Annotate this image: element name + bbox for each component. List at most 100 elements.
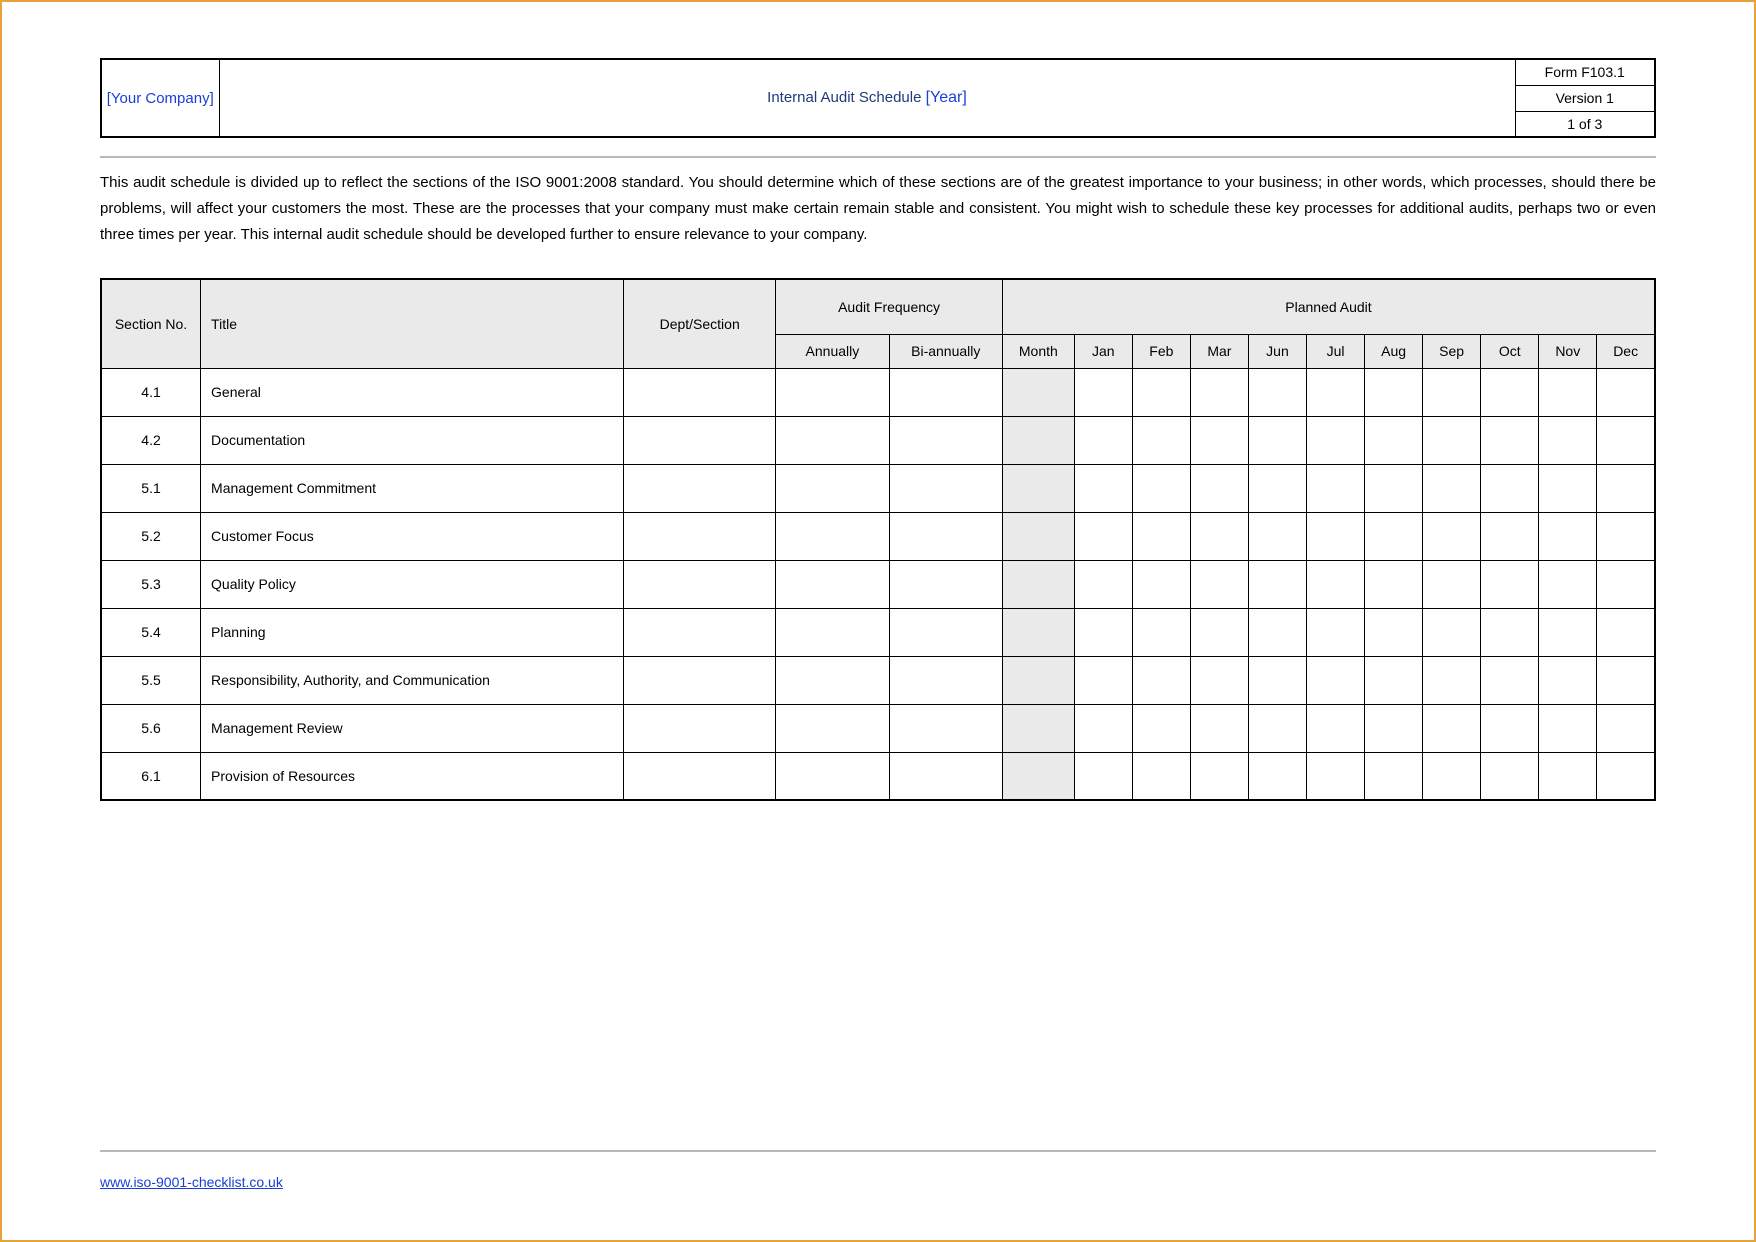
form-number: Form F103.1 [1515,59,1655,85]
cell-title: Planning [201,608,624,656]
cell-month [1248,752,1306,800]
cell-month [1597,752,1655,800]
col-biannually: Bi-annually [889,334,1002,368]
document-title: Internal Audit Schedule [Year] [219,59,1515,137]
cell-section: 4.1 [101,368,201,416]
col-month-2: Feb [1132,334,1190,368]
cell-month [1190,512,1248,560]
cell-month [1306,416,1364,464]
col-month-9: Nov [1539,334,1597,368]
cell-biannually [889,368,1002,416]
col-section: Section No. [101,279,201,368]
footer: www.iso-9001-checklist.co.uk [100,1150,1656,1192]
cell-month [1539,608,1597,656]
col-month-1: Jan [1074,334,1132,368]
cell-title: Documentation [201,416,624,464]
page: [Your Company] Internal Audit Schedule [… [0,0,1756,1242]
col-group-frequency: Audit Frequency [776,279,1003,334]
cell-month [1306,752,1364,800]
cell-month [1481,512,1539,560]
cell-section: 5.2 [101,512,201,560]
col-month-5: Jul [1306,334,1364,368]
cell-biannually [889,416,1002,464]
cell-dept [624,608,776,656]
cell-month [1132,608,1190,656]
cell-month [1248,608,1306,656]
cell-month [1132,368,1190,416]
cell-month-label [1002,704,1074,752]
cell-month [1306,656,1364,704]
cell-month [1481,560,1539,608]
cell-title: Responsibility, Authority, and Communica… [201,656,624,704]
cell-annually [776,416,889,464]
cell-month [1539,704,1597,752]
cell-month [1074,560,1132,608]
cell-month [1248,368,1306,416]
divider-top [100,156,1656,158]
table-row: 5.1Management Commitment [101,464,1655,512]
cell-month [1365,368,1423,416]
cell-month [1597,608,1655,656]
cell-dept [624,752,776,800]
cell-month [1365,704,1423,752]
table-row: 4.2Documentation [101,416,1655,464]
cell-annually [776,752,889,800]
cell-month [1074,416,1132,464]
cell-month [1365,656,1423,704]
cell-month [1423,656,1481,704]
cell-month [1190,608,1248,656]
cell-dept [624,656,776,704]
cell-month [1132,416,1190,464]
page-number: 1 of 3 [1515,111,1655,137]
cell-annually [776,464,889,512]
cell-month [1481,704,1539,752]
col-month-0: Month [1002,334,1074,368]
intro-paragraph: This audit schedule is divided up to ref… [100,170,1656,248]
cell-month [1539,368,1597,416]
cell-month [1597,416,1655,464]
footer-link[interactable]: www.iso-9001-checklist.co.uk [100,1174,283,1190]
cell-month-label [1002,608,1074,656]
version: Version 1 [1515,85,1655,111]
cell-month [1365,464,1423,512]
cell-title: General [201,368,624,416]
cell-month [1074,368,1132,416]
cell-month [1190,656,1248,704]
cell-month [1132,464,1190,512]
cell-month [1132,560,1190,608]
cell-month [1423,560,1481,608]
col-annually: Annually [776,334,889,368]
cell-month [1423,752,1481,800]
cell-month [1481,416,1539,464]
cell-biannually [889,464,1002,512]
col-dept: Dept/Section [624,279,776,368]
col-month-7: Sep [1423,334,1481,368]
cell-month [1248,656,1306,704]
cell-biannually [889,512,1002,560]
col-month-3: Mar [1190,334,1248,368]
cell-month [1190,704,1248,752]
cell-annually [776,656,889,704]
cell-month [1539,656,1597,704]
cell-month [1190,368,1248,416]
table-row: 5.6Management Review [101,704,1655,752]
cell-section: 5.5 [101,656,201,704]
cell-dept [624,368,776,416]
table-row: 5.4Planning [101,608,1655,656]
cell-month [1597,512,1655,560]
table-row: 5.2Customer Focus [101,512,1655,560]
cell-month [1365,752,1423,800]
cell-annually [776,704,889,752]
cell-month [1074,512,1132,560]
cell-section: 5.4 [101,608,201,656]
header-box: [Your Company] Internal Audit Schedule [… [100,58,1656,138]
cell-dept [624,560,776,608]
cell-month [1481,464,1539,512]
cell-month [1074,608,1132,656]
cell-month [1365,560,1423,608]
cell-month [1423,512,1481,560]
cell-month [1306,608,1364,656]
cell-month [1423,416,1481,464]
cell-title: Customer Focus [201,512,624,560]
cell-section: 5.3 [101,560,201,608]
